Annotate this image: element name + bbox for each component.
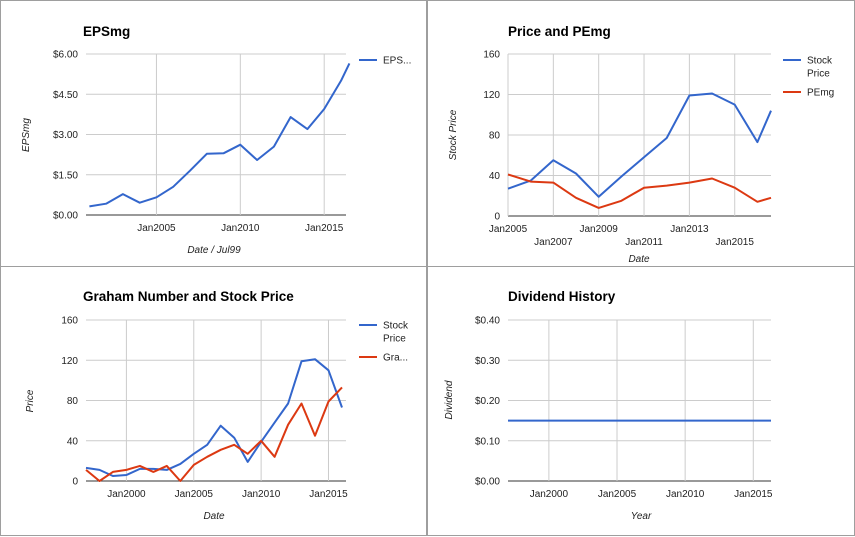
eps-chart: EPSmg Date / Jul99 EPSmg $0.00 $1.50 $3.00… xyxy=(21,24,411,256)
x-tick-label: Jan2013 xyxy=(670,224,709,235)
legend-label: Price xyxy=(383,334,406,345)
series-line-0 xyxy=(85,358,343,477)
x-tick-label: Jan2015 xyxy=(734,489,773,500)
y-tick-label: 0 xyxy=(494,212,500,223)
legend-label: EPS... xyxy=(383,56,411,67)
x-tick-label: Jan2005 xyxy=(598,489,637,500)
legend-label: Price xyxy=(807,69,830,80)
x-tick-label: Jan2010 xyxy=(221,223,260,234)
y-axis-label: Price xyxy=(25,389,36,412)
legend-label: Stock xyxy=(383,321,409,332)
x-axis-label: Date xyxy=(628,254,650,265)
x-tick-label: Jan2000 xyxy=(107,489,146,500)
x-tick-label: Jan2009 xyxy=(580,224,619,235)
series-line-1 xyxy=(507,173,772,209)
y-tick-label: 120 xyxy=(483,90,500,101)
y-axis-label: Dividend xyxy=(444,380,455,419)
y-tick-label: $3.00 xyxy=(53,130,78,141)
series-line-0 xyxy=(507,92,772,198)
x-tick-label: Jan2011 xyxy=(625,237,663,248)
series-line-0 xyxy=(89,62,351,208)
x-tick-label: Jan2007 xyxy=(534,237,573,248)
x-axis-label: Date / Jul99 xyxy=(187,245,241,256)
legend-label: Stock xyxy=(807,56,833,67)
x-tick-label: Jan2005 xyxy=(175,489,214,500)
x-tick-label: Jan2015 xyxy=(716,237,755,248)
y-tick-label: $1.50 xyxy=(53,170,78,181)
y-tick-label: $4.50 xyxy=(53,90,78,101)
price-pe-chart-panel: Price and PEmg Date Stock Price 0 40 80 120… xyxy=(427,0,855,267)
dividend-chart-panel: Dividend History Year Dividend $0.00 $0.1… xyxy=(427,266,855,536)
chart-title: Price and PEmg xyxy=(508,24,611,39)
y-tick-label: 120 xyxy=(61,356,78,367)
legend-label: Gra... xyxy=(383,353,408,364)
price-pe-chart: Price and PEmg Date Stock Price 0 40 80 120… xyxy=(448,24,834,265)
series-line-1 xyxy=(85,386,343,482)
y-tick-label: 160 xyxy=(483,50,500,61)
y-tick-label: 40 xyxy=(489,171,501,182)
y-axis-label: Stock Price xyxy=(448,109,459,160)
graham-chart: Graham Number and Stock Price Date Price… xyxy=(25,289,409,522)
dividend-chart: Dividend History Year Dividend $0.00 $0.1… xyxy=(444,289,773,522)
y-axis-label: EPSmg xyxy=(21,118,32,152)
y-tick-label: $6.00 xyxy=(53,50,78,61)
y-tick-label: 80 xyxy=(489,131,501,142)
y-tick-label: 80 xyxy=(67,396,79,407)
y-tick-label: $0.30 xyxy=(475,356,500,367)
y-tick-label: 160 xyxy=(61,316,78,327)
x-axis-label: Date xyxy=(203,511,225,522)
x-tick-label: Jan2015 xyxy=(305,223,344,234)
x-tick-label: Jan2010 xyxy=(666,489,705,500)
y-tick-label: 40 xyxy=(67,436,79,447)
y-tick-label: $0.20 xyxy=(475,396,500,407)
y-tick-label: $0.00 xyxy=(53,211,78,222)
y-tick-label: $0.10 xyxy=(475,436,500,447)
y-tick-label: $0.00 xyxy=(475,477,500,488)
x-tick-label: Jan2000 xyxy=(530,489,569,500)
x-tick-label: Jan2010 xyxy=(242,489,281,500)
x-axis-label: Year xyxy=(631,511,652,522)
y-tick-label: 0 xyxy=(72,477,78,488)
chart-title: Graham Number and Stock Price xyxy=(83,289,294,304)
eps-chart-panel: EPSmg Date / Jul99 EPSmg $0.00 $1.50 $3.00… xyxy=(0,0,427,267)
chart-title: Dividend History xyxy=(508,289,616,304)
legend-label: PEmg xyxy=(807,88,834,99)
x-tick-label: Jan2005 xyxy=(137,223,176,234)
chart-title: EPSmg xyxy=(83,24,130,39)
x-tick-label: Jan2005 xyxy=(489,224,528,235)
y-tick-label: $0.40 xyxy=(475,316,500,327)
x-tick-label: Jan2015 xyxy=(309,489,348,500)
graham-chart-panel: Graham Number and Stock Price Date Price… xyxy=(0,266,427,536)
